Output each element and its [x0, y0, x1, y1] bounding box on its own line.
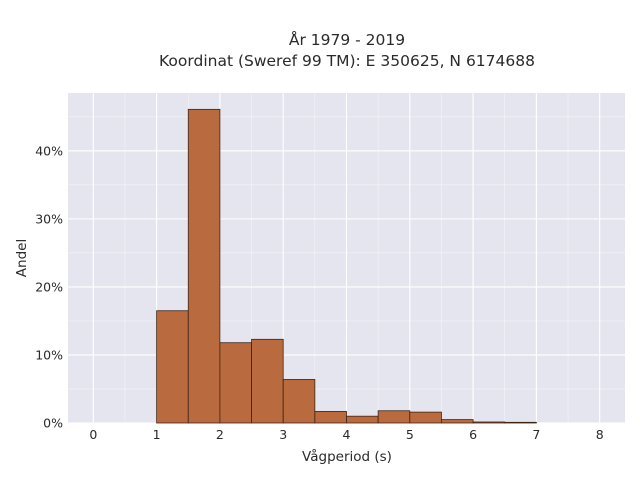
x-tick-label: 6 [469, 427, 477, 442]
x-axis-label: Vågperiod (s) [302, 448, 392, 465]
histogram-bar [504, 421, 537, 424]
x-tick-label: 4 [343, 427, 351, 442]
x-tick-label: 5 [406, 427, 414, 442]
x-tick-label: 8 [596, 427, 604, 442]
histogram-bars [156, 108, 537, 424]
histogram-bar [441, 419, 474, 424]
histogram-bar [187, 108, 221, 424]
x-tick-label: 0 [89, 427, 97, 442]
chart-title: År 1979 - 2019 [289, 30, 405, 49]
histogram-bar [346, 415, 379, 424]
x-tick-label: 3 [279, 427, 287, 442]
histogram-bar [251, 338, 284, 424]
axis-ticks: 0 1 2 3 4 5 6 7 8 0% 10% 20% 30% 40% [35, 143, 604, 442]
y-tick-label: 30% [35, 211, 63, 226]
y-tick-label: 40% [35, 143, 63, 158]
x-tick-label: 2 [216, 427, 224, 442]
histogram-bar [314, 411, 347, 424]
y-tick-label: 10% [35, 347, 63, 362]
histogram-bar [156, 310, 189, 424]
histogram-bar [377, 410, 411, 424]
y-axis-label: Andel [14, 239, 30, 277]
x-tick-label: 1 [153, 427, 161, 442]
histogram-bar [282, 379, 316, 424]
chart-subtitle: Koordinat (Sweref 99 TM): E 350625, N 61… [159, 52, 535, 70]
y-tick-label: 0% [43, 416, 63, 431]
histogram-bar [472, 421, 506, 424]
histogram-bar [409, 411, 442, 424]
x-tick-label: 7 [532, 427, 540, 442]
y-tick-label: 20% [35, 279, 63, 294]
grid-lines [68, 93, 625, 424]
histogram-bar [219, 342, 252, 424]
